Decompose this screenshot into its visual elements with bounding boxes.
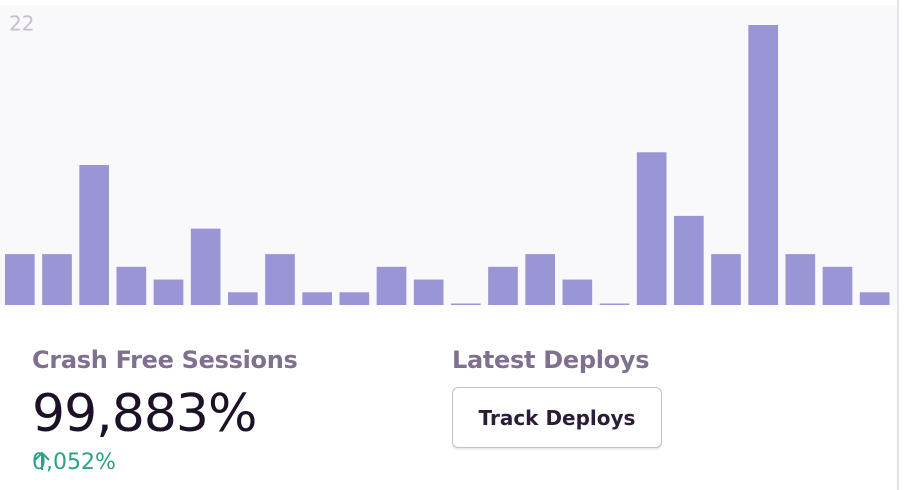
bar — [190, 228, 221, 305]
bar — [636, 152, 667, 305]
bar — [822, 266, 853, 305]
bar — [599, 303, 630, 305]
change: 0,052% — [32, 450, 116, 475]
border — [897, 0, 899, 490]
crash-free-label: Crash Free Sessions — [32, 346, 298, 374]
bar — [5, 254, 35, 305]
bar — [302, 292, 332, 305]
bar — [562, 279, 593, 305]
bar — [228, 292, 258, 305]
bar — [859, 292, 890, 305]
chart: 22 — [0, 5, 897, 305]
bar — [116, 266, 147, 305]
change-value: 0,052% — [32, 450, 116, 475]
deploys-label: Latest Deploys — [452, 346, 650, 374]
bar — [674, 215, 704, 305]
arrow-up-icon — [34, 451, 50, 470]
bar — [748, 25, 778, 305]
bar — [525, 254, 555, 305]
y-tick-label: 22 — [9, 12, 34, 36]
bar — [451, 303, 481, 305]
bar — [785, 254, 816, 305]
crash-free-value: 99,883% — [32, 384, 257, 444]
bar — [711, 254, 741, 305]
bar — [376, 266, 407, 305]
plot-background — [0, 5, 897, 305]
track-deploys-button[interactable]: Track Deploys — [452, 387, 662, 448]
bar — [153, 279, 184, 305]
bar — [265, 254, 295, 305]
bar — [488, 266, 518, 305]
bar — [79, 165, 109, 305]
bar — [413, 279, 444, 305]
bar — [339, 292, 370, 305]
bar — [42, 254, 72, 305]
